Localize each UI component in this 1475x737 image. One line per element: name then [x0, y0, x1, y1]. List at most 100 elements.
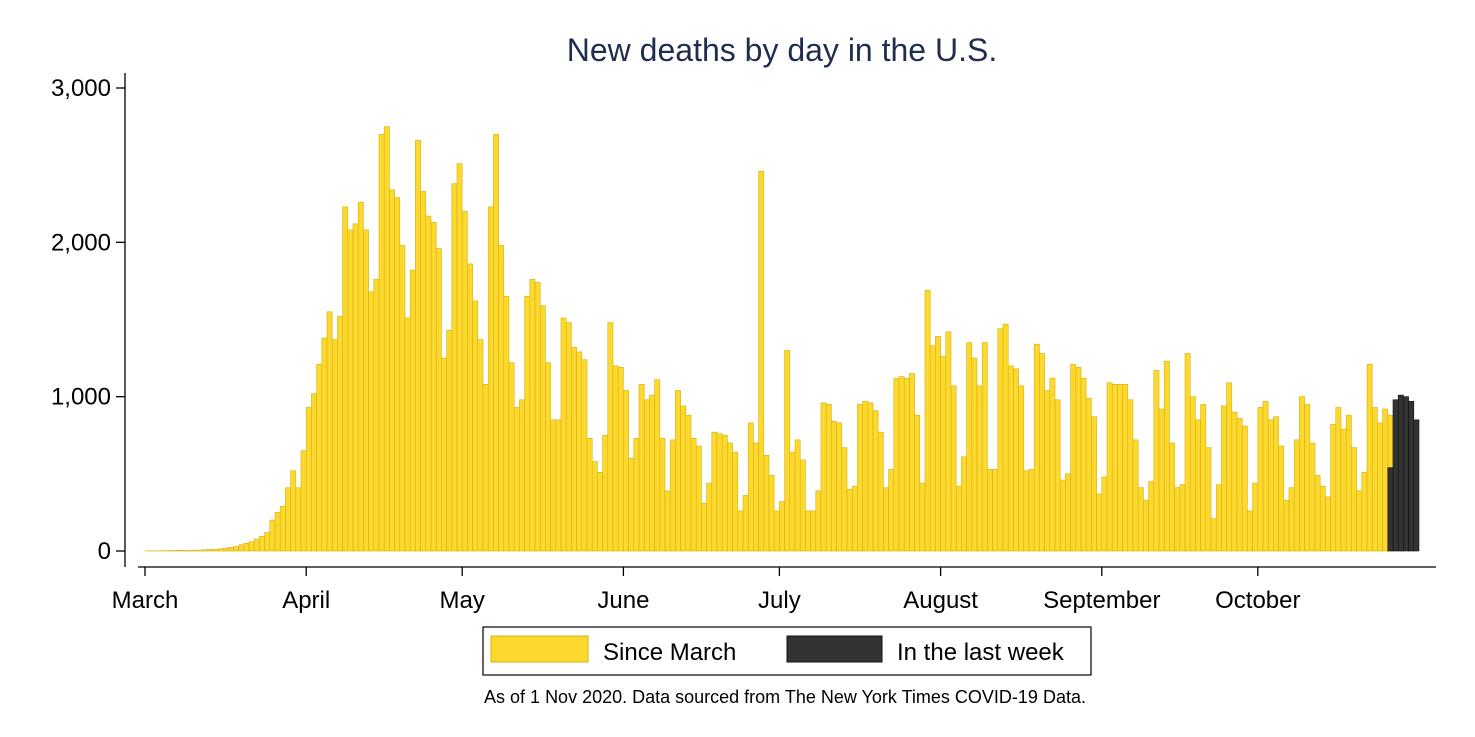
bar-since-march — [196, 549, 203, 552]
bar-since-march — [1075, 367, 1082, 552]
bar-since-march — [867, 402, 874, 552]
bar-since-march — [212, 549, 219, 552]
bar-since-march — [1163, 360, 1170, 552]
bar-since-march — [378, 134, 385, 552]
bar-since-march — [264, 532, 271, 552]
bar-since-march — [1111, 384, 1118, 552]
bar-since-march — [446, 329, 453, 552]
y-tick-label: 2,000 — [51, 229, 111, 256]
bar-since-march — [758, 171, 765, 552]
legend: Since March In the last week — [482, 626, 1092, 676]
bar-since-march — [825, 404, 832, 552]
bar-since-march — [628, 458, 635, 552]
bar-since-march — [1101, 476, 1108, 552]
bar-since-march — [1028, 468, 1035, 552]
bar-since-march — [415, 140, 421, 552]
bar-since-march — [1273, 416, 1279, 552]
bar-since-march — [1153, 370, 1160, 552]
bar-since-march — [961, 456, 967, 552]
bar-since-march — [550, 419, 557, 552]
bar-since-march — [233, 546, 239, 552]
bar-since-march — [1080, 377, 1087, 552]
legend-swatch-last-week — [786, 635, 883, 663]
bar-since-march — [872, 410, 879, 552]
bar-since-march — [638, 384, 645, 552]
bar-since-march — [477, 339, 484, 552]
bar-since-march — [721, 434, 728, 552]
data-source-note: As of 1 Nov 2020. Data sourced from The … — [484, 687, 1086, 707]
bar-since-march — [857, 404, 863, 552]
bar-since-march — [1039, 353, 1045, 552]
bar-since-march — [773, 510, 780, 552]
bar-since-march — [1314, 475, 1321, 552]
bar-since-march — [659, 438, 666, 552]
bar-since-march — [1382, 408, 1389, 552]
bar-since-march — [1137, 487, 1144, 552]
bar-since-march — [929, 345, 936, 552]
bar-since-march — [612, 365, 619, 552]
bar-since-march — [461, 211, 468, 552]
bar-since-march — [1366, 363, 1373, 552]
bar-since-march — [919, 482, 926, 552]
bar-since-march — [347, 229, 354, 552]
bar-since-march — [1148, 481, 1155, 552]
bar-since-march — [1319, 485, 1326, 552]
bar-since-march — [815, 490, 822, 552]
bar-since-march — [643, 399, 650, 552]
bar-since-march — [779, 501, 785, 552]
bar-since-march — [1325, 496, 1331, 552]
bar-since-march — [742, 495, 749, 552]
bar-since-march — [1184, 353, 1191, 552]
bar-since-march — [716, 433, 723, 552]
bar-last-week — [1397, 394, 1404, 552]
bar-since-march — [971, 357, 978, 552]
bar-since-march — [1210, 518, 1217, 552]
bar-since-march — [352, 223, 359, 552]
bar-since-march — [695, 445, 702, 552]
bar-since-march — [534, 282, 541, 552]
bar-since-march — [690, 438, 697, 552]
bar-since-march — [571, 346, 577, 552]
bar-since-march — [337, 316, 343, 552]
bar-since-march — [1002, 323, 1009, 552]
bar-since-march — [217, 548, 224, 552]
bar-since-march — [1132, 439, 1139, 552]
bar-since-march — [955, 485, 962, 552]
bar-since-march — [1023, 470, 1030, 552]
bar-since-march — [1262, 400, 1269, 552]
bar-since-march — [222, 547, 229, 552]
bar-since-march — [565, 322, 572, 552]
bar-since-march — [945, 331, 952, 552]
y-axis: 0 1,000 2,000 3,000 — [51, 73, 126, 567]
bar-since-march — [409, 269, 416, 552]
bar-since-march — [545, 362, 551, 552]
bar-since-march — [597, 471, 603, 552]
bar-since-march — [1096, 493, 1103, 552]
bar-since-march — [1195, 419, 1201, 552]
bar-since-march — [508, 362, 515, 552]
bar-since-march — [664, 490, 671, 552]
bar-since-march — [1221, 405, 1227, 552]
bar-since-march — [290, 470, 297, 552]
bar-since-march — [685, 414, 692, 552]
bar-since-march — [1351, 447, 1357, 552]
bar-since-march — [1033, 343, 1040, 552]
bar-since-march — [175, 550, 182, 552]
bar-since-march — [1361, 471, 1368, 552]
bar-since-march — [487, 206, 494, 552]
bar-since-march — [1371, 407, 1378, 552]
bar-since-march — [243, 542, 250, 552]
bar-since-march — [1304, 404, 1311, 552]
bar-since-march — [399, 245, 406, 552]
legend-label-last-week: In the last week — [897, 639, 1065, 666]
bar-since-march — [1013, 368, 1019, 552]
bar-since-march — [940, 356, 947, 552]
bar-since-march — [467, 263, 473, 552]
bar-since-march — [1189, 396, 1196, 552]
bar-since-march — [498, 245, 505, 552]
bar-since-march — [711, 431, 718, 552]
bar-since-march — [1330, 424, 1337, 552]
x-tick-label: April — [282, 587, 330, 614]
bar-since-march — [784, 350, 791, 552]
